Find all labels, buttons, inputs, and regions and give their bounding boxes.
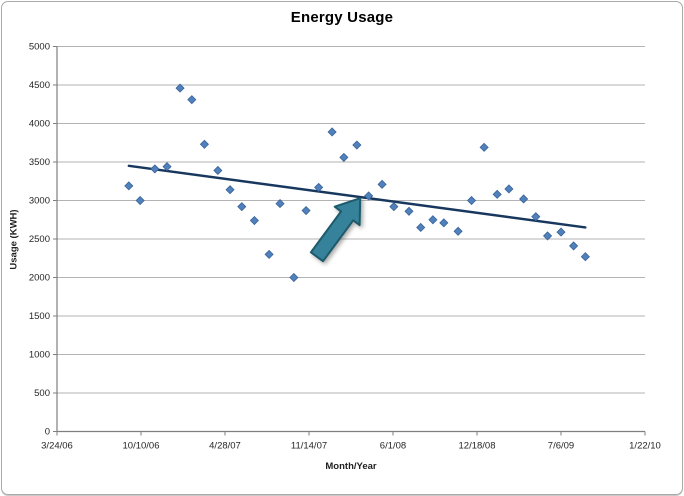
data-point: [479, 142, 489, 152]
data-point: [162, 162, 172, 172]
data-point: [249, 215, 259, 226]
x-axis-title: Month/Year: [325, 461, 377, 472]
annotation-arrow[interactable]: [309, 197, 362, 263]
data-point: [439, 218, 449, 228]
y-tick-label: 2000: [29, 273, 50, 284]
data-point: [453, 226, 463, 236]
data-point: [377, 179, 387, 189]
data-point: [404, 206, 414, 216]
y-tick-label: 1000: [29, 350, 50, 361]
data-point: [314, 182, 324, 192]
data-point: [150, 164, 160, 174]
data-point: [289, 272, 299, 283]
data-point: [225, 185, 235, 195]
data-point: [428, 215, 438, 225]
data-point: [580, 252, 590, 262]
x-tick-label: 1/22/10: [629, 441, 661, 452]
data-point: [352, 140, 362, 150]
data-point: [275, 199, 285, 209]
data-point: [519, 194, 529, 204]
x-tick-label: 10/10/06: [123, 441, 160, 452]
data-point: [364, 191, 374, 201]
x-tick-label: 3/24/06: [41, 441, 73, 452]
data-point: [213, 165, 223, 176]
data-point: [187, 95, 197, 105]
data-point: [416, 222, 426, 233]
data-point: [237, 202, 247, 212]
data-point: [466, 195, 477, 206]
data-point: [339, 152, 349, 162]
data-point: [135, 195, 145, 206]
y-tick-label: 4000: [29, 119, 50, 130]
y-tick-label: 0: [45, 427, 50, 438]
data-point: [504, 184, 514, 194]
y-tick-label: 5000: [29, 42, 50, 53]
y-tick-label: 3000: [29, 196, 50, 207]
data-point: [556, 227, 566, 237]
data-point: [531, 212, 541, 222]
trend-line: [127, 164, 587, 229]
data-point: [492, 189, 502, 199]
data-point: [327, 127, 337, 137]
x-tick-label: 7/6/09: [548, 441, 574, 452]
data-point: [389, 202, 399, 212]
y-tick-label: 2500: [29, 234, 50, 245]
data-point: [301, 205, 311, 216]
data-point: [542, 231, 553, 241]
y-tick-label: 1500: [29, 311, 50, 322]
chart-title: Energy Usage: [290, 9, 394, 26]
y-tick-label: 3500: [29, 157, 50, 168]
y-tick-label: 500: [34, 388, 50, 399]
x-tick-label: 4/28/07: [209, 441, 241, 452]
data-point: [569, 241, 579, 251]
y-tick-label: 4500: [29, 80, 50, 91]
data-point: [199, 139, 209, 149]
data-point: [124, 181, 134, 191]
data-point: [264, 249, 274, 259]
data-point: [175, 83, 185, 93]
x-tick-label: 11/14/07: [291, 441, 327, 452]
x-tick-label: 6/1/08: [380, 441, 406, 452]
x-tick-label: 12/18/08: [459, 441, 496, 452]
